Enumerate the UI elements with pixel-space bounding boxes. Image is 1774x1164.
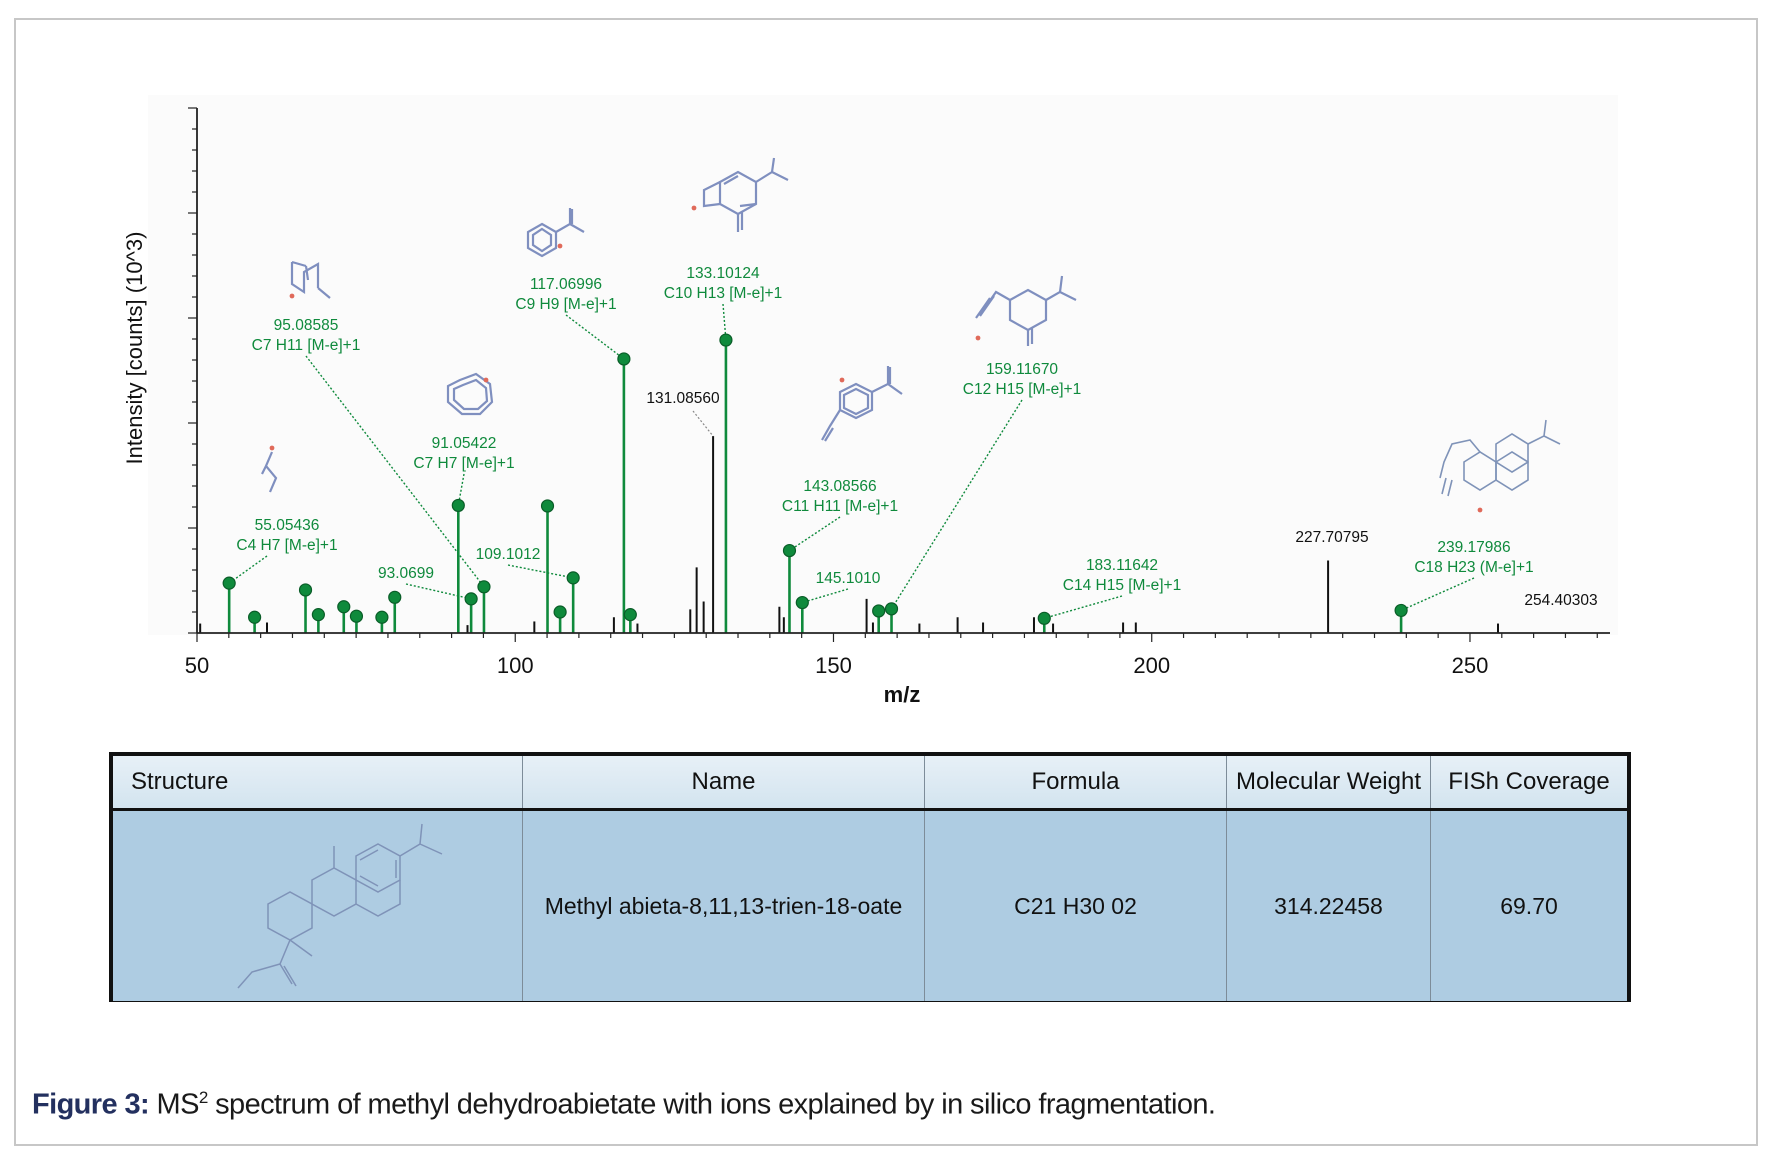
matched-peak-marker[interactable] xyxy=(464,592,478,606)
peak-mz-label: 254.40303 xyxy=(1524,592,1597,609)
table-row[interactable]: Methyl abieta-8,11,13-trien-18-oate C21 … xyxy=(113,811,1627,1001)
x-axis-title: m/z xyxy=(884,682,921,707)
header-fish-coverage: FISh Coverage xyxy=(1448,768,1610,795)
x-tick-label: 250 xyxy=(1452,653,1489,678)
caption-ms: MS xyxy=(156,1088,200,1121)
fragment-structure-c18h23 xyxy=(1439,419,1561,513)
matched-peak-marker[interactable] xyxy=(1394,603,1408,618)
fragment-structure-c7h7 xyxy=(446,372,494,416)
x-tick-label: 200 xyxy=(1133,653,1170,678)
peak-formula-label: C7 H7 [M-e]+1 xyxy=(413,455,514,472)
matched-peak-marker[interactable] xyxy=(298,583,313,597)
compound-formula: C21 H30 02 xyxy=(925,811,1227,1001)
fragment-structure-c9h9 xyxy=(526,208,585,258)
ms2-spectrum-chart: 50 100 150 200 250 55.05436 C4 H7 [M-e]+1 91.0… xyxy=(122,95,1618,707)
figure-caption: Figure 3: MS2 spectrum of methyl dehydro… xyxy=(32,1088,1216,1122)
fragment-structure-c7h11 xyxy=(289,260,331,299)
matched-peak-marker[interactable] xyxy=(617,352,631,366)
fragment-structure-c11h11 xyxy=(821,366,903,442)
peak-formula-label: C7 H11 [M-e]+1 xyxy=(252,337,361,354)
matched-peak-marker[interactable] xyxy=(349,609,364,623)
matched-peak-marker[interactable] xyxy=(884,602,899,616)
matched-peak-marker[interactable] xyxy=(782,543,797,558)
caption-figure-label: Figure 3: xyxy=(32,1088,150,1121)
matched-peak-marker[interactable] xyxy=(477,580,491,594)
peak-mz-label: 117.06996 xyxy=(530,276,602,293)
peak-labels: 55.05436 C4 H7 [M-e]+1 91.05422 C7 H7 [M-e]… xyxy=(236,265,1597,609)
peak-mz-label: 159.11670 xyxy=(986,361,1058,378)
leader-line xyxy=(565,314,625,360)
matched-peak-marker[interactable] xyxy=(388,590,402,604)
matched-peak-marker[interactable] xyxy=(795,595,809,610)
peak-mz-label: 143.08566 xyxy=(803,478,876,495)
leader-line xyxy=(890,399,1023,610)
table-header-row: Structure Name Formula Molecular Weight … xyxy=(113,756,1627,811)
peak-mz-label: 109.1012 xyxy=(476,546,541,563)
matched-peak-marker[interactable] xyxy=(566,571,580,585)
figure-frame xyxy=(14,18,1758,1146)
matched-peak-marker[interactable] xyxy=(553,605,567,619)
matched-peak-marker[interactable] xyxy=(248,610,262,624)
matched-peak-marker[interactable] xyxy=(872,604,886,618)
peak-mz-label: 239.17986 xyxy=(1437,539,1510,556)
peak-mz-label: 227.70795 xyxy=(1295,529,1368,546)
peak-mz-label: 133.10124 xyxy=(686,265,760,282)
peak-mz-label: 183.11642 xyxy=(1086,557,1158,574)
compound-table: Structure Name Formula Molecular Weight … xyxy=(109,752,1631,1002)
fragment-structure-c4h7 xyxy=(261,445,278,493)
matched-peak-marker[interactable] xyxy=(623,608,637,622)
header-name: Name xyxy=(523,756,925,808)
compound-fish-coverage: 69.70 xyxy=(1500,892,1558,919)
matched-peak-marker[interactable] xyxy=(719,333,733,347)
methyl-dehydroabietate-structure-icon xyxy=(236,823,442,989)
peak-mz-label: 93.0699 xyxy=(378,565,434,582)
caption-text: spectrum of methyl dehydroabietate with … xyxy=(207,1088,1216,1121)
matched-peak-marker[interactable] xyxy=(311,608,325,622)
peak-formula-label: C10 H13 [M-e]+1 xyxy=(664,285,782,302)
x-tick-label: 100 xyxy=(497,653,534,678)
peak-formula-label: C11 H11 [M-e]+1 xyxy=(782,498,898,515)
leader-line xyxy=(1044,595,1123,619)
matched-peak-marker[interactable] xyxy=(337,600,351,614)
leader-line xyxy=(1400,577,1475,612)
x-tick-label: 50 xyxy=(185,653,209,678)
matched-peak-marker[interactable] xyxy=(540,499,555,513)
peak-formula-label: C4 H7 [M-e]+1 xyxy=(236,537,337,554)
leader-line xyxy=(405,583,472,600)
peak-formula-label: C12 H15 [M-e]+1 xyxy=(963,381,1081,398)
matched-peak-marker[interactable] xyxy=(222,576,236,590)
matched-peak-marker[interactable] xyxy=(1037,611,1051,625)
matched-peak-marker[interactable] xyxy=(451,498,465,513)
leader-line xyxy=(692,410,714,437)
leader-line xyxy=(305,355,485,588)
matched-peak-marker[interactable] xyxy=(375,610,389,624)
peak-mz-label: 91.05422 xyxy=(432,435,497,452)
peak-formula-label: C14 H15 [M-e]+1 xyxy=(1063,577,1181,594)
peak-mz-label: 55.05436 xyxy=(255,517,320,534)
y-axis-title: Intensity [counts] (10^3) xyxy=(122,232,147,465)
fragment-structure-c12h15 xyxy=(975,275,1077,346)
peak-formula-label: C9 H9 [M-e]+1 xyxy=(515,296,616,313)
compound-molecular-weight: 314.22458 xyxy=(1227,811,1431,1001)
peak-mz-label: 95.08585 xyxy=(274,317,339,334)
leader-line xyxy=(507,564,574,579)
header-molecular-weight: Molecular Weight xyxy=(1227,756,1431,808)
annotation-leader-lines xyxy=(228,303,1475,619)
plot-background xyxy=(148,95,1618,635)
x-tick-label: 150 xyxy=(815,653,852,678)
header-formula: Formula xyxy=(925,756,1227,808)
spectrum-stems xyxy=(199,333,1499,633)
peak-formula-label: C18 H23 (M-e]+1 xyxy=(1414,559,1533,576)
header-structure: Structure xyxy=(113,756,523,808)
leader-line xyxy=(457,473,465,506)
peak-mz-label: 131.08560 xyxy=(646,390,720,407)
peak-mz-label: 145.1010 xyxy=(816,570,881,587)
axis-ticks: 50 100 150 200 250 xyxy=(185,107,1598,678)
caption-superscript: 2 xyxy=(198,1088,208,1107)
structure-cell xyxy=(113,811,523,1001)
compound-name: Methyl abieta-8,11,13-trien-18-oate xyxy=(523,811,925,1001)
fragment-structure-c10h13 xyxy=(691,157,789,232)
